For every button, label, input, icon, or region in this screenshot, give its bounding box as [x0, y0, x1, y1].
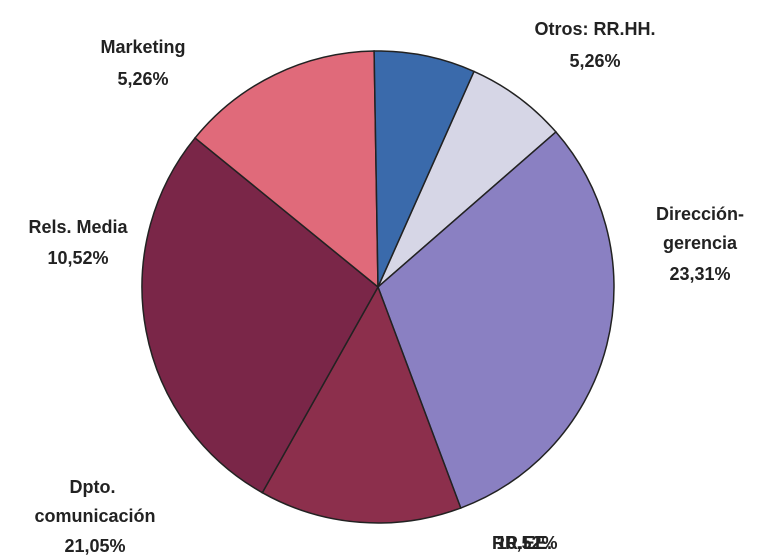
pie-slice	[377, 130, 615, 509]
value-label: 10,52%	[496, 533, 557, 553]
value-label: 21,05%	[64, 536, 125, 556]
category-label: Rels. Media	[28, 217, 128, 237]
value-label: 23,31%	[669, 264, 730, 284]
category-label: Otros: RR.HH.	[535, 19, 656, 39]
pie-slice	[193, 50, 379, 289]
pie-slice	[261, 285, 462, 524]
category-label: Marketing	[100, 37, 185, 57]
category-label: Dirección-gerencia	[656, 204, 744, 253]
category-label: Dpto. comunicación	[34, 477, 155, 526]
pie-slice	[141, 136, 379, 494]
value-label: 5,26%	[117, 69, 168, 89]
pie-slice	[373, 50, 475, 288]
pie-slice	[377, 70, 558, 288]
value-label: 10,52%	[47, 248, 108, 268]
category-label: RR.EE.	[492, 533, 552, 553]
value-label: 5,26%	[569, 51, 620, 71]
